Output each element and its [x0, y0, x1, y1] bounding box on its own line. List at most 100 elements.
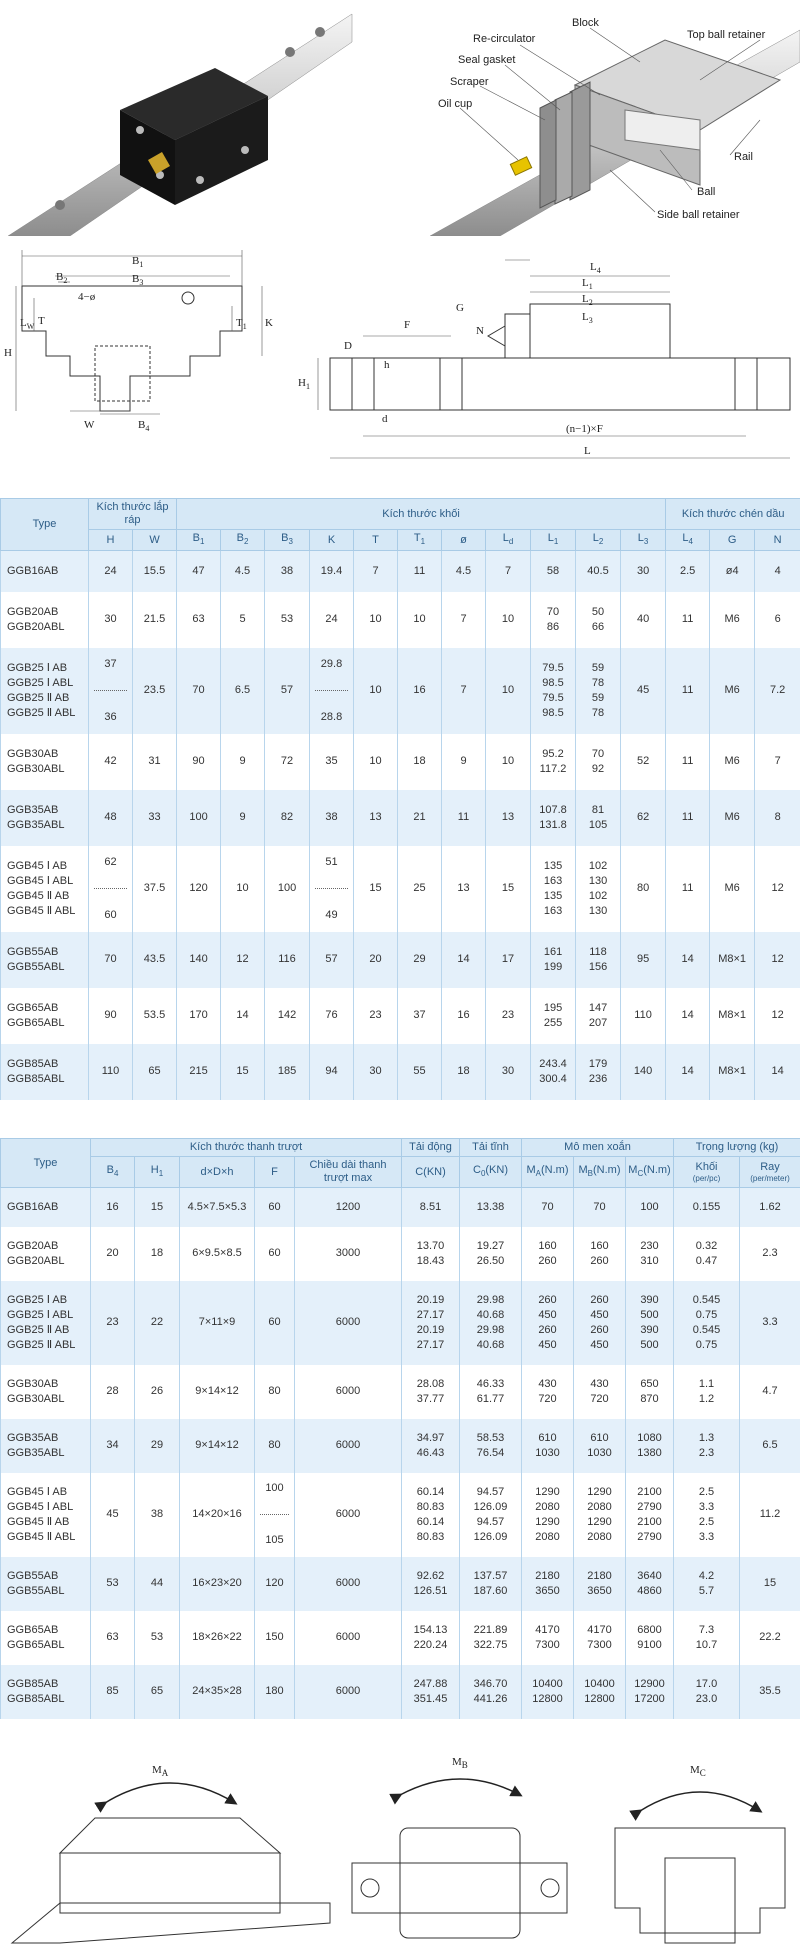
type-line: GGB55AB	[7, 1569, 59, 1582]
split-values: 51 49	[311, 846, 352, 932]
header-note: (per/meter)	[750, 1174, 790, 1183]
value-line: 4.5	[455, 564, 472, 577]
value-line: 10	[369, 613, 382, 626]
column-header: F	[254, 1156, 295, 1188]
type-cell: GGB20AB GGB20ABL	[0, 1226, 91, 1281]
dim-label: T1	[236, 317, 247, 331]
value-line: 12	[236, 953, 249, 966]
value-line: 14	[681, 1065, 694, 1078]
value-line: 1380	[637, 1446, 662, 1459]
value-line: 441.26	[473, 1692, 508, 1705]
value-cell: 18	[134, 1226, 180, 1281]
value-cell: 20	[90, 1226, 135, 1281]
part-label: Oil cup	[438, 98, 472, 110]
value-cell: 1200	[294, 1187, 402, 1227]
value-cell: 92.62 126.51	[401, 1556, 460, 1611]
value-line: 260	[590, 1323, 609, 1336]
value-line: 10	[413, 613, 426, 626]
value-cell: 6000	[294, 1664, 402, 1719]
value-line: 2180	[587, 1569, 612, 1582]
table-head: Type Kích thước lắp ráp Kích thước khối Kíc…	[0, 497, 800, 552]
value-cell: 14	[665, 931, 711, 988]
part-label: Rail	[734, 151, 753, 163]
dim-label: H	[4, 347, 12, 359]
value-line: 260	[590, 1293, 609, 1306]
type-line: GGB16AB	[7, 564, 59, 577]
value-cell: 9×14×12	[179, 1364, 255, 1419]
column-header: G	[709, 528, 756, 552]
value-line: 30	[636, 564, 650, 577]
column-header: Chiều dài thanh trượt max	[294, 1156, 402, 1188]
value-cell: 38	[309, 789, 355, 846]
cross-section: B1 B2 B3 4−ø LW T T1 H K W B4	[4, 250, 273, 433]
value-line: 720	[590, 1392, 609, 1405]
value-line: 13.38	[476, 1200, 505, 1213]
value-cell: 60.14 80.83 60.14 80.83	[401, 1472, 460, 1557]
value-cell: 4170 7300	[573, 1610, 626, 1665]
value-line: 0.545	[692, 1323, 721, 1336]
dotted-divider	[94, 690, 127, 692]
value-cell: 170	[176, 987, 222, 1044]
type-line: GGB20ABL	[7, 620, 65, 633]
value-line: 7×11×9	[198, 1316, 236, 1328]
value-cell: M6	[709, 845, 756, 932]
value-cell: 2100 2790 2100 2790	[625, 1472, 674, 1557]
value-cell: 70	[88, 931, 133, 988]
value-cell: 58.53 76.54	[459, 1418, 522, 1473]
value-line: 4.2	[698, 1569, 715, 1582]
value-cell: 30	[88, 591, 133, 648]
value-line: 52	[636, 755, 650, 768]
value-line: 10	[501, 684, 515, 697]
table-row: GGB20AB GGB20ABL 20 18 6×9.5×8.5 60 3000 13.70 1…	[0, 1226, 800, 1281]
value-line: 58	[546, 564, 560, 577]
value-cell: ø4	[709, 550, 756, 592]
type-line: GGB25 Ⅰ AB	[7, 661, 68, 674]
type-line: GGB20ABL	[7, 1254, 65, 1267]
value-cell: 15	[134, 1187, 180, 1227]
dim-label: K	[265, 317, 273, 329]
dim-text: L	[590, 261, 597, 273]
column-header: L1	[530, 528, 577, 552]
value-line: 79.5	[542, 661, 564, 674]
group-header: Mô men xoắn	[521, 1138, 674, 1157]
column-header: K	[309, 528, 355, 552]
value-line: 351.45	[413, 1692, 448, 1705]
type-line: GGB30ABL	[7, 1392, 65, 1405]
value-line: 6000	[335, 1439, 361, 1451]
value-line: 161	[543, 945, 563, 958]
dim-label: L3	[582, 311, 593, 325]
value-line: 15	[369, 882, 382, 895]
moment-a: MA	[10, 1764, 331, 1944]
value-cell: 154.13 220.24	[401, 1610, 460, 1665]
dim-label: h	[384, 359, 390, 371]
column-header: T	[353, 528, 399, 552]
value-cell: 195 255	[530, 987, 577, 1044]
dim-label: 4−ø	[78, 291, 96, 303]
header-sub: 0	[480, 1169, 486, 1179]
value-line: 650	[640, 1377, 659, 1390]
dim-label: F	[404, 319, 410, 331]
value-line: 65	[148, 1065, 161, 1078]
value-cell: 11	[665, 591, 711, 648]
value-cell: 7	[441, 591, 487, 648]
value-line: 260	[538, 1293, 557, 1306]
value-cell: 16	[441, 987, 487, 1044]
value-line: 2180	[535, 1569, 560, 1582]
type-cell: GGB25 Ⅰ AB GGB25 Ⅰ ABL GGB25 Ⅱ AB GGB25 Ⅱ A…	[0, 647, 89, 734]
value-line: 14	[457, 953, 470, 966]
header-sub: A	[535, 1169, 541, 1179]
value-cell: 1.62	[738, 1187, 800, 1227]
column-header: MC(N.m)	[625, 1156, 674, 1188]
value-cell: 10	[485, 591, 532, 648]
value-cell: 21	[397, 789, 443, 846]
value-cell: 44	[134, 1556, 180, 1611]
value-cell: 48	[88, 789, 133, 846]
value-line: 1200	[335, 1200, 361, 1213]
product-images: Block Re-circulator Top ball retainer Se…	[7, 13, 800, 236]
value-line: 1290	[535, 1485, 560, 1498]
value-line: 163	[543, 904, 563, 917]
value-cell: 76	[309, 987, 355, 1044]
type-line: GGB25 Ⅰ AB	[7, 1293, 68, 1306]
value-cell: 60	[254, 1280, 295, 1365]
value-line: 19.27	[476, 1239, 505, 1252]
